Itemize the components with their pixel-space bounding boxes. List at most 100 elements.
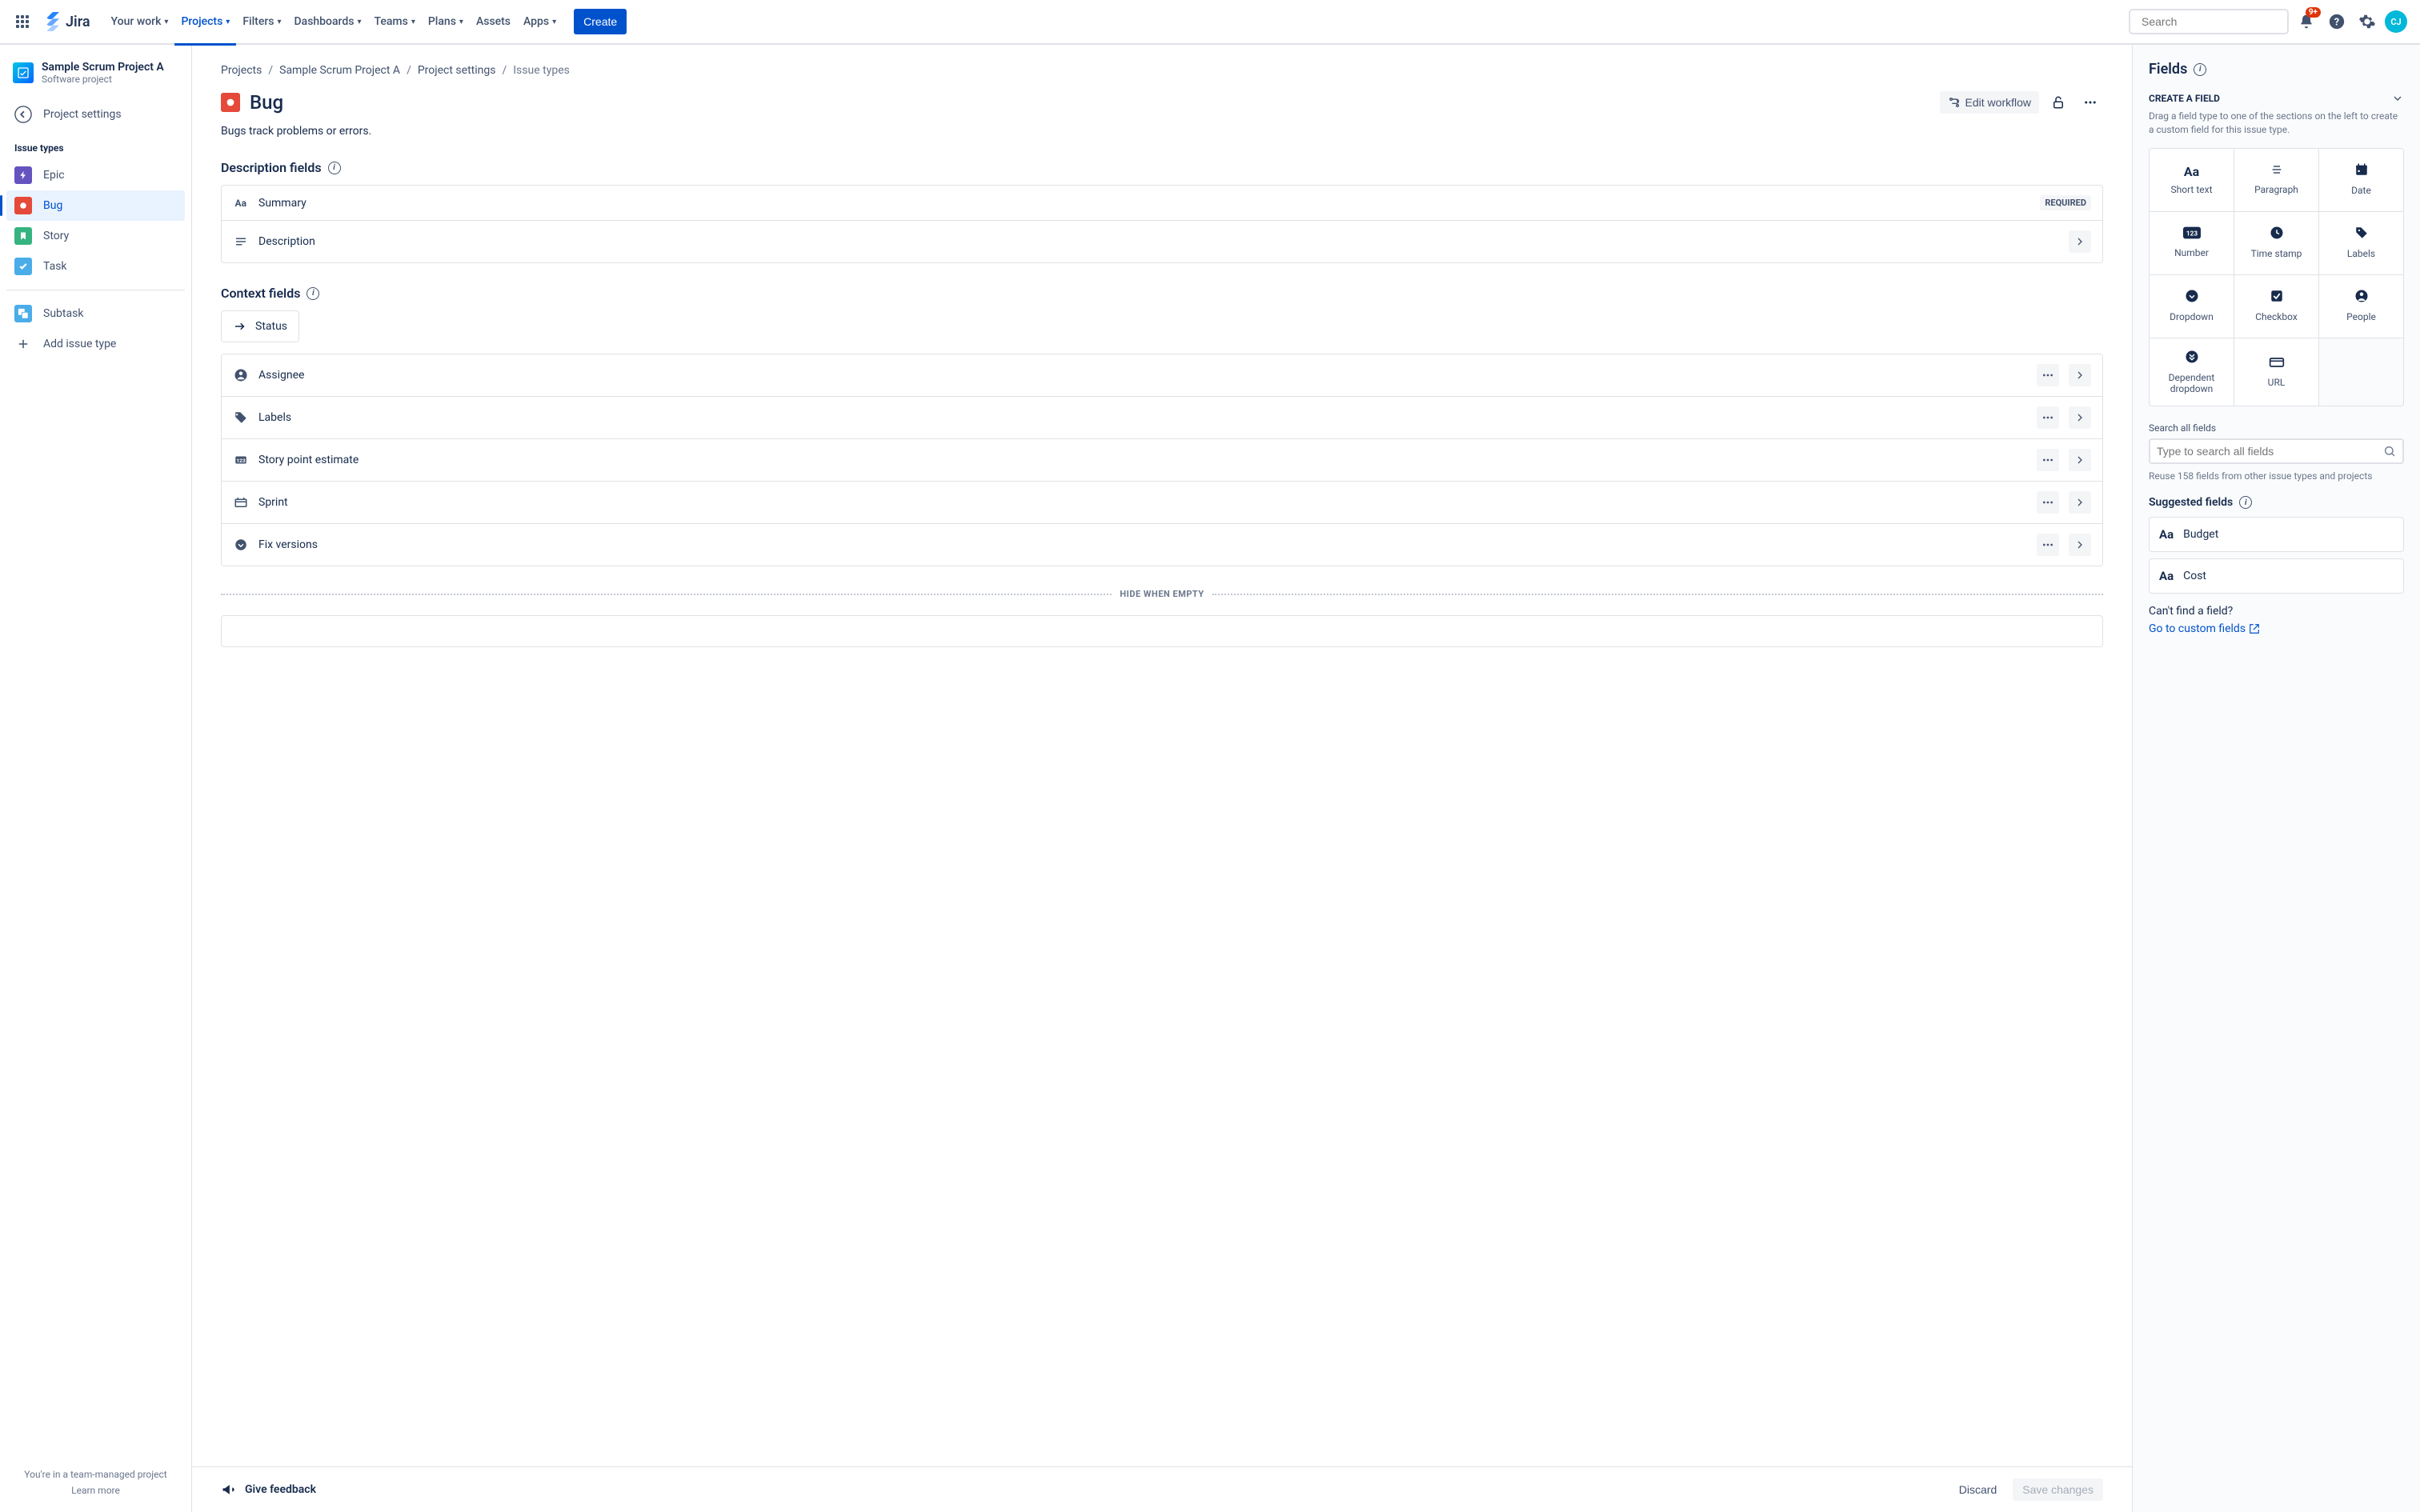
nav-item-projects[interactable]: Projects▾ (174, 9, 236, 34)
main-content: Projects/Sample Scrum Project A/Project … (192, 45, 2132, 1512)
global-search[interactable] (2129, 9, 2289, 34)
svg-text:Aa: Aa (235, 197, 247, 208)
context-fields-list: AssigneeLabels123Story point estimateSpr… (221, 354, 2103, 566)
field-expand-button[interactable] (2069, 449, 2091, 471)
field-row-sprint[interactable]: Sprint (222, 482, 2102, 524)
project-type: Software project (42, 74, 164, 85)
settings-button[interactable] (2354, 9, 2380, 34)
field-expand-button[interactable] (2069, 406, 2091, 429)
status-field[interactable]: Status (221, 310, 299, 342)
breadcrumb-item[interactable]: Project settings (418, 64, 496, 77)
paragraph-icon (233, 234, 249, 249)
create-button[interactable]: Create (574, 9, 627, 34)
breadcrumb-item[interactable]: Issue types (513, 64, 570, 77)
arrow-right-icon (233, 319, 247, 334)
field-row-description[interactable]: Description (222, 221, 2102, 262)
field-expand-button[interactable] (2069, 491, 2091, 514)
cant-find-field-text: Can't find a field? (2149, 605, 2404, 618)
checkbox-icon (2270, 289, 2284, 306)
field-type-paragraph[interactable]: Paragraph (2234, 149, 2318, 211)
field-type-url[interactable]: URL (2234, 338, 2318, 406)
give-feedback-button[interactable]: Give feedback (221, 1482, 316, 1498)
chevron-down-icon[interactable] (2391, 92, 2404, 105)
suggested-field-budget[interactable]: AaBudget (2149, 517, 2404, 552)
sidebar-item-epic[interactable]: Epic (6, 160, 185, 190)
search-fields-label: Search all fields (2149, 422, 2404, 434)
field-expand-button[interactable] (2069, 364, 2091, 386)
field-type-date[interactable]: Date (2319, 149, 2403, 211)
breadcrumb-item[interactable]: Projects (221, 64, 262, 77)
restrictions-button[interactable] (2045, 90, 2071, 115)
dropdown-icon (233, 538, 249, 552)
field-row-fix-versions[interactable]: Fix versions (222, 524, 2102, 566)
learn-more-link[interactable]: Learn more (13, 1485, 178, 1496)
subtask-label: Subtask (43, 307, 83, 320)
field-row-story-point-estimate[interactable]: 123Story point estimate (222, 439, 2102, 482)
info-icon[interactable]: i (2239, 496, 2252, 509)
field-type-people[interactable]: People (2319, 275, 2403, 338)
sidebar-item-story[interactable]: Story (6, 221, 185, 251)
notification-badge: 9+ (2306, 7, 2321, 18)
field-type-short-text[interactable]: AaShort text (2150, 149, 2234, 211)
info-icon[interactable]: i (307, 287, 319, 300)
issue-types-heading: Issue types (6, 130, 185, 160)
project-icon (13, 62, 34, 83)
field-expand-button[interactable] (2069, 230, 2091, 253)
number-icon: 123 (2183, 226, 2201, 242)
tag-icon (2354, 226, 2369, 243)
app-switcher-icon[interactable] (13, 12, 32, 31)
field-type-dropdown[interactable]: Dropdown (2150, 275, 2234, 338)
breadcrumb-item[interactable]: Sample Scrum Project A (279, 64, 400, 77)
edit-workflow-button[interactable]: Edit workflow (1940, 91, 2039, 114)
field-more-button[interactable] (2037, 449, 2059, 471)
notifications-button[interactable]: 9+ (2294, 9, 2319, 34)
field-type-labels[interactable]: Labels (2319, 212, 2403, 274)
nav-item-your-work[interactable]: Your work▾ (105, 9, 175, 34)
jira-logo[interactable]: Jira (43, 12, 90, 31)
field-more-button[interactable] (2037, 406, 2059, 429)
nav-item-plans[interactable]: Plans▾ (422, 9, 470, 34)
nav-item-apps[interactable]: Apps▾ (517, 9, 563, 34)
field-more-button[interactable] (2037, 491, 2059, 514)
more-actions-button[interactable] (2077, 90, 2103, 115)
field-row-assignee[interactable]: Assignee (222, 354, 2102, 397)
field-type-dependent-dropdown[interactable]: Dependent dropdown (2150, 338, 2234, 406)
nav-item-dashboards[interactable]: Dashboards▾ (288, 9, 368, 34)
suggested-field-cost[interactable]: AaCost (2149, 558, 2404, 594)
info-icon[interactable]: i (2194, 63, 2206, 76)
description-fields-heading: Description fields (221, 160, 322, 175)
external-link-icon (2249, 623, 2260, 634)
bug-icon (221, 93, 240, 112)
nav-item-filters[interactable]: Filters▾ (236, 9, 287, 34)
field-expand-button[interactable] (2069, 534, 2091, 556)
add-issue-type-button[interactable]: Add issue type (6, 329, 185, 359)
search-input[interactable] (2142, 15, 2286, 28)
field-row-labels[interactable]: Labels (222, 397, 2102, 439)
field-more-button[interactable] (2037, 534, 2059, 556)
nav-item-assets[interactable]: Assets (470, 9, 517, 34)
field-type-checkbox[interactable]: Checkbox (2234, 275, 2318, 338)
back-to-project-settings[interactable]: Project settings (6, 99, 185, 130)
sidebar-item-task[interactable]: Task (6, 251, 185, 282)
info-icon[interactable]: i (328, 162, 341, 174)
plus-icon (14, 335, 32, 353)
discard-button[interactable]: Discard (1951, 1478, 2005, 1501)
user-avatar[interactable]: CJ (2385, 10, 2407, 33)
reuse-fields-text: Reuse 158 fields from other issue types … (2149, 470, 2404, 482)
sidebar-item-bug[interactable]: Bug (6, 190, 185, 221)
search-fields-input[interactable] (2157, 445, 2383, 458)
search-fields-input-wrapper[interactable] (2149, 438, 2404, 464)
nav-item-teams[interactable]: Teams▾ (368, 9, 422, 34)
field-type-time-stamp[interactable]: Time stamp (2234, 212, 2318, 274)
go-to-custom-fields-link[interactable]: Go to custom fields (2149, 622, 2404, 635)
field-type-number[interactable]: 123Number (2150, 212, 2234, 274)
sidebar-item-subtask[interactable]: Subtask (6, 298, 185, 329)
create-field-heading: CREATE A FIELD (2149, 93, 2220, 104)
bug-icon (14, 197, 32, 214)
help-button[interactable]: ? (2324, 9, 2350, 34)
field-row-summary[interactable]: AaSummaryREQUIRED (222, 186, 2102, 221)
text-icon: Aa (2184, 164, 2199, 179)
project-header[interactable]: Sample Scrum Project A Software project (6, 61, 185, 99)
field-more-button[interactable] (2037, 364, 2059, 386)
hide-when-empty-divider: HIDE WHEN EMPTY (221, 589, 2103, 599)
